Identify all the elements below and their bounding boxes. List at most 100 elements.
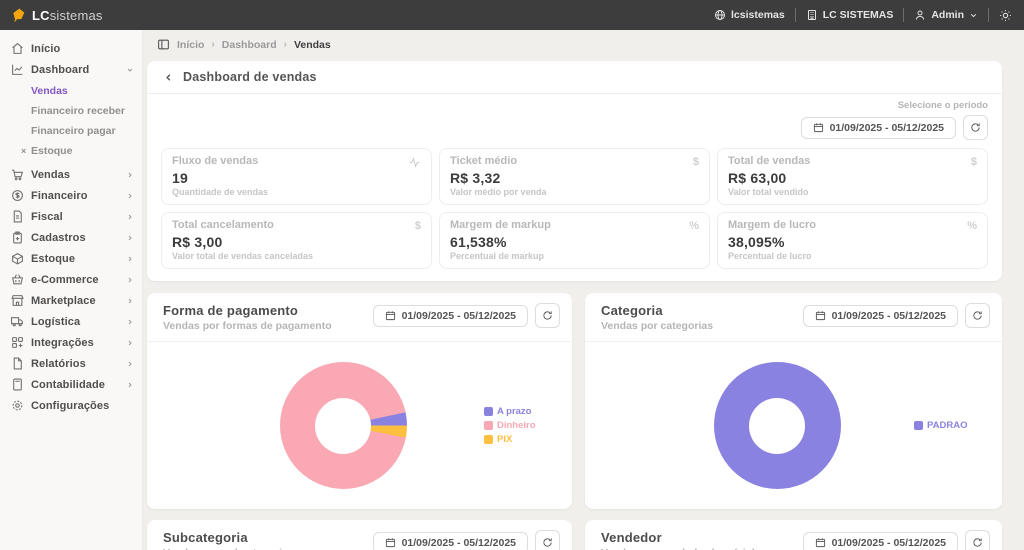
sidebar-item-configuracoes[interactable]: Configurações (0, 395, 142, 416)
dollar-icon: $ (415, 220, 421, 232)
sidebar-item-label: Início (31, 43, 60, 55)
chevron-right-icon (126, 234, 134, 242)
refresh-icon (972, 537, 983, 548)
chart-date-input[interactable]: 01/09/2025 - 05/12/2025 (373, 305, 528, 327)
kpi-title: Margem de lucro (728, 219, 977, 231)
chevron-right-icon (126, 255, 134, 263)
sidebar-item-estoque[interactable]: Estoque (0, 248, 142, 269)
donut-chart-categoria[interactable] (714, 362, 841, 489)
sidebar-item-marketplace[interactable]: Marketplace (0, 290, 142, 311)
kpi-total-cancelamento: Total cancelamento $ R$ 3,00 Valor total… (161, 212, 432, 269)
sidebar-subitem-financeiro-receber[interactable]: Financeiro receber (0, 101, 142, 121)
breadcrumb-current: Vendas (294, 39, 331, 51)
chart-date-input[interactable]: 01/09/2025 - 05/12/2025 (373, 532, 528, 550)
sidebar-item-label: Fiscal (31, 211, 63, 223)
package-icon (11, 252, 24, 265)
donut-chart-forma-de-pagamento[interactable] (280, 362, 407, 489)
site-label: lcsistemas (731, 9, 785, 21)
back-chevron-icon[interactable] (163, 72, 174, 83)
kpi-title: Ticket médio (450, 155, 699, 167)
refresh-icon (972, 310, 983, 321)
kpi-value: R$ 63,00 (728, 170, 977, 186)
refresh-icon (542, 537, 553, 548)
chart-title: Categoria (601, 303, 713, 318)
company-selector[interactable]: LC SISTEMAS (806, 9, 894, 21)
dollar-icon: $ (693, 156, 699, 168)
chevron-down-icon (969, 11, 978, 20)
sidebar-subitem-vendas[interactable]: Vendas (0, 81, 142, 101)
refresh-icon (542, 310, 553, 321)
legend-item[interactable]: PIX (484, 434, 554, 445)
sidebar-toggle-icon[interactable] (157, 38, 170, 51)
breadcrumb-item[interactable]: Início (177, 39, 204, 51)
legend-item[interactable]: Dinheiro (484, 420, 554, 431)
chevron-right-icon (126, 297, 134, 305)
sidebar-dashboard-submenu: Vendas Financeiro receber Financeiro pag… (0, 80, 142, 164)
sidebar-item-dashboard[interactable]: Dashboard (0, 59, 142, 80)
sidebar-item-label: Cadastros (31, 232, 86, 244)
legend-item[interactable]: A prazo (484, 406, 554, 417)
dollar-icon: $ (971, 156, 977, 168)
refresh-button[interactable] (535, 303, 560, 328)
period-date-input[interactable]: 01/09/2025 - 05/12/2025 (801, 117, 956, 139)
user-icon (914, 9, 926, 21)
sidebar-item-fiscal[interactable]: Fiscal (0, 206, 142, 227)
breadcrumb-separator: › (211, 39, 214, 50)
sidebar-subitem-estoque[interactable]: ×Estoque (0, 141, 142, 161)
sidebar-subitem-financeiro-pagar[interactable]: Financeiro pagar (0, 121, 142, 141)
percent-icon: % (689, 220, 699, 232)
breadcrumb-item[interactable]: Dashboard (222, 39, 277, 51)
shopping-cart-icon (11, 168, 24, 181)
sidebar-item-label: Relatórios (31, 358, 86, 370)
calendar-icon (385, 537, 396, 548)
legend-swatch-icon (484, 421, 493, 430)
sidebar-item-inicio[interactable]: Início (0, 38, 142, 59)
site-selector[interactable]: lcsistemas (714, 9, 785, 21)
clipboard-plus-icon (11, 231, 24, 244)
refresh-button[interactable] (535, 530, 560, 550)
breadcrumb-separator: › (284, 39, 287, 50)
page-title: Dashboard de vendas (183, 70, 317, 84)
kpi-value: 19 (172, 170, 421, 186)
kpi-margem-de-markup: Margem de markup % 61,538% Percentual de… (439, 212, 710, 269)
brand-logo[interactable]: LCsistemas (10, 7, 103, 23)
refresh-button[interactable] (965, 303, 990, 328)
legend-swatch-icon (484, 435, 493, 444)
sidebar-item-label: Logística (31, 316, 80, 328)
chart-title: Subcategoria (163, 530, 294, 545)
chart-title: Forma de pagamento (163, 303, 332, 318)
chart-card-vendedor: Vendedor Vendas por vendedor (usuário) 0… (585, 520, 1002, 550)
refresh-icon (970, 122, 981, 133)
activity-icon (408, 156, 421, 169)
legend-item[interactable]: PADRAO (914, 420, 984, 431)
kpi-value: 61,538% (450, 234, 699, 250)
truck-icon (11, 315, 24, 328)
sidebar-item-label: Marketplace (31, 295, 96, 307)
chart-date-input[interactable]: 01/09/2025 - 05/12/2025 (803, 305, 958, 327)
dashboard-card: Dashboard de vendas Selecione o periodo … (147, 61, 1002, 281)
sidebar-item-cadastros[interactable]: Cadastros (0, 227, 142, 248)
divider (988, 8, 989, 22)
kpi-total-de-vendas: Total de vendas $ R$ 63,00 Valor total v… (717, 148, 988, 205)
user-menu[interactable]: Admin (914, 9, 978, 21)
sidebar-item-label: Configurações (31, 400, 109, 412)
chart-card-subcategoria: Subcategoria Vendas por subcategorias 01… (147, 520, 572, 550)
refresh-button[interactable] (963, 115, 988, 140)
sidebar-item-vendas[interactable]: Vendas (0, 164, 142, 185)
document-icon (11, 210, 24, 223)
sidebar-item-logistica[interactable]: Logística (0, 311, 142, 332)
kpi-value: 38,095% (728, 234, 977, 250)
sidebar-item-ecommerce[interactable]: e-Commerce (0, 269, 142, 290)
storefront-icon (11, 294, 24, 307)
sidebar-item-financeiro[interactable]: Financeiro (0, 185, 142, 206)
chart-legend: PADRAO (914, 420, 984, 431)
legend-label: PADRAO (927, 420, 967, 431)
percent-icon: % (967, 220, 977, 232)
refresh-button[interactable] (965, 530, 990, 550)
sidebar-item-integracoes[interactable]: Integrações (0, 332, 142, 353)
sidebar-item-relatorios[interactable]: Relatórios (0, 353, 142, 374)
sidebar-item-contabilidade[interactable]: Contabilidade (0, 374, 142, 395)
theme-toggle-button[interactable] (999, 9, 1012, 22)
chart-date-input[interactable]: 01/09/2025 - 05/12/2025 (803, 532, 958, 550)
logo-icon (10, 7, 26, 23)
